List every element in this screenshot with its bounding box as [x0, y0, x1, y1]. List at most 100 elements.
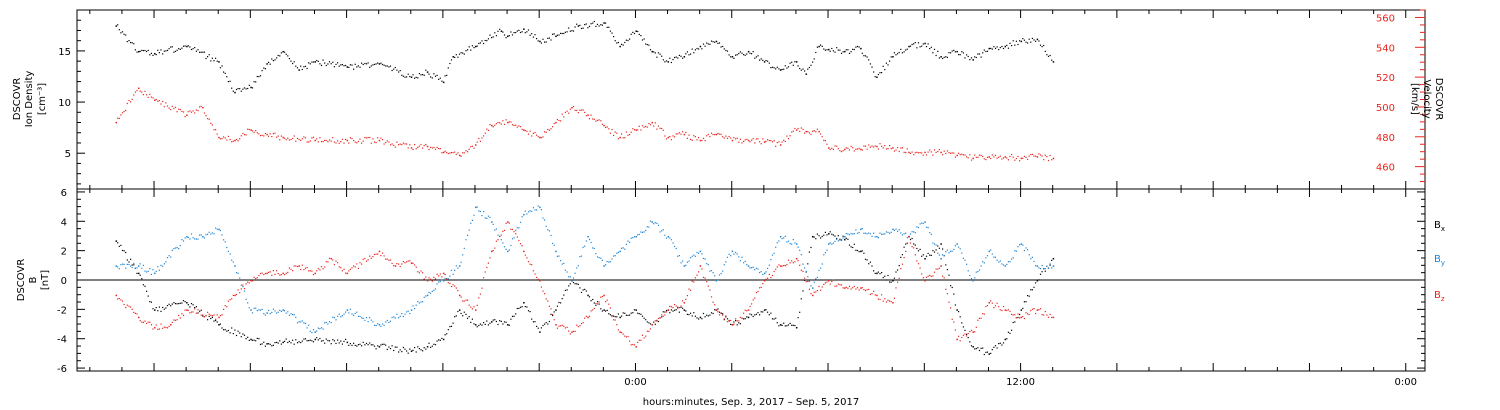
velocity-sample [609, 132, 611, 134]
by-sample [757, 268, 759, 270]
bx-sample [821, 235, 823, 238]
by-sample [752, 266, 754, 268]
bz-sample [595, 302, 597, 305]
by-sample [576, 267, 578, 269]
velocity-sample [858, 147, 860, 150]
bx-point [523, 302, 525, 304]
velocity-sample [529, 130, 531, 132]
ion-density-sample [199, 51, 201, 53]
by-sample [407, 310, 409, 312]
by-sample [319, 328, 321, 330]
bz-sample [243, 288, 246, 290]
velocity-sample [320, 140, 323, 143]
velocity-sample [873, 146, 875, 148]
by-sample [1014, 250, 1016, 252]
bz-sample [401, 263, 403, 265]
bz-sample [519, 243, 522, 245]
by-sample [977, 270, 979, 273]
bz-sample [516, 236, 518, 238]
bz-sample [290, 268, 292, 270]
bz-sample [802, 270, 804, 272]
bz-point [619, 331, 621, 333]
velocity-sample [189, 110, 191, 112]
velocity-sample [430, 146, 432, 148]
by-sample [301, 320, 303, 322]
ion-density-point [452, 56, 455, 58]
bx-sample [864, 258, 867, 260]
by-sample [820, 267, 822, 269]
bz-sample [521, 245, 523, 247]
velocity-sample [930, 151, 932, 153]
bz-sample [540, 286, 542, 288]
bx-sample [481, 324, 483, 326]
velocity-sample [605, 126, 607, 129]
bz-point [474, 309, 477, 311]
bz-sample [978, 317, 981, 319]
by-sample [922, 222, 924, 225]
velocity-sample [765, 140, 767, 142]
velocity-point [587, 114, 589, 116]
ion-density-point [1004, 45, 1007, 48]
velocity-sample [221, 138, 223, 140]
bz-sample [194, 308, 196, 310]
bx-sample [638, 313, 640, 315]
bx-sample [701, 318, 703, 320]
ion-density-sample [309, 63, 311, 65]
ion-density-sample [643, 38, 645, 40]
bx-sample [839, 238, 841, 240]
velocity-point [378, 139, 381, 142]
ion-density-sample [1011, 45, 1013, 47]
velocity-sample [685, 131, 687, 134]
velocity-sample [802, 128, 804, 130]
bz-sample [476, 304, 478, 306]
bx-sample [364, 344, 366, 346]
by-sample [983, 262, 985, 264]
bx-sample [1041, 271, 1043, 273]
by-sample [799, 249, 801, 251]
bz-sample [617, 329, 619, 331]
legend-by-sub: y [1441, 259, 1445, 267]
by-sample [269, 313, 271, 315]
bx-sample [770, 312, 772, 314]
ion-density-sample [401, 74, 403, 76]
bz-sample [402, 261, 404, 263]
velocity-sample [386, 140, 388, 142]
velocity-sample [759, 141, 761, 143]
by-sample [868, 232, 870, 234]
by-sample [640, 231, 642, 233]
by-sample [141, 267, 143, 269]
bz-sample [717, 311, 719, 313]
ion-density-sample [158, 52, 160, 54]
ion-density-sample [463, 53, 465, 55]
bx-sample [341, 343, 343, 345]
bx-sample [913, 243, 915, 245]
velocity-sample [885, 148, 887, 150]
by-sample [481, 215, 483, 217]
bx-sample [978, 349, 981, 352]
bz-sample [632, 343, 634, 346]
ion-density-sample [247, 87, 249, 90]
by-sample [1047, 267, 1050, 269]
bx-sample [545, 322, 547, 324]
by-point [346, 309, 349, 311]
by-sample [251, 312, 254, 314]
bz-sample [569, 333, 571, 335]
bx-sample [855, 249, 857, 251]
bx-sample [869, 261, 871, 263]
bz-sample [157, 328, 159, 330]
by-sample [296, 322, 299, 324]
bz-point [972, 331, 974, 333]
by-sample [961, 252, 963, 254]
bz-sample [210, 314, 212, 316]
bx-point [250, 338, 252, 341]
bx-sample [126, 259, 128, 261]
bx-sample [121, 249, 124, 252]
ion-density-sample [722, 45, 724, 48]
by-sample [333, 317, 335, 319]
velocity-point [523, 129, 525, 131]
bx-sample [842, 235, 844, 237]
bx-sample [717, 308, 719, 310]
ion-density-sample [1001, 45, 1003, 48]
by-sample [629, 241, 631, 243]
